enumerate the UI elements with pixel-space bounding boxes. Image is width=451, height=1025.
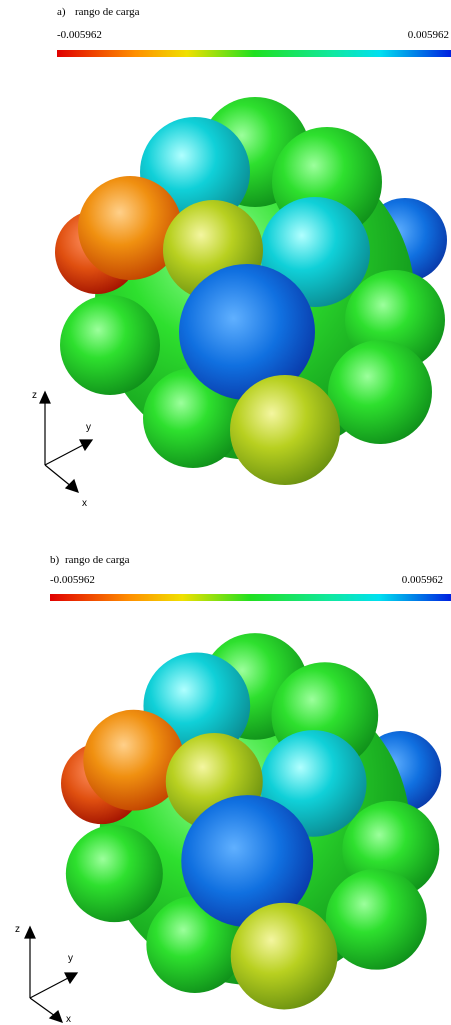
- panel-b: b) rango de carga -0.005962 0.005962 z y…: [15, 554, 451, 1025]
- figure: a) rango de carga -0.005962 0.005962 z y…: [0, 0, 451, 1025]
- panel-label: a): [57, 6, 66, 18]
- max-label: 0.005962: [408, 29, 449, 41]
- molecule-surface: [55, 97, 447, 485]
- color-bar: [57, 50, 451, 57]
- min-label: -0.005962: [50, 574, 95, 586]
- molecule-surface: [61, 633, 441, 1009]
- color-bar: [50, 594, 451, 601]
- axis-label: z: [15, 924, 20, 935]
- axes-triad: [40, 392, 92, 492]
- panel-title: rango de carga: [65, 554, 130, 566]
- min-label: -0.005962: [57, 29, 102, 41]
- max-label: 0.005962: [402, 574, 443, 586]
- panel-a: a) rango de carga -0.005962 0.005962 z y…: [32, 6, 451, 509]
- axis-label: x: [82, 498, 87, 509]
- axes-triad: [25, 927, 77, 1022]
- axis-label: y: [86, 422, 91, 433]
- axis-label: z: [32, 390, 37, 401]
- axis-label: y: [68, 953, 73, 964]
- axis-label: x: [66, 1014, 71, 1025]
- panel-label: b): [50, 554, 60, 566]
- panel-title: rango de carga: [75, 6, 140, 18]
